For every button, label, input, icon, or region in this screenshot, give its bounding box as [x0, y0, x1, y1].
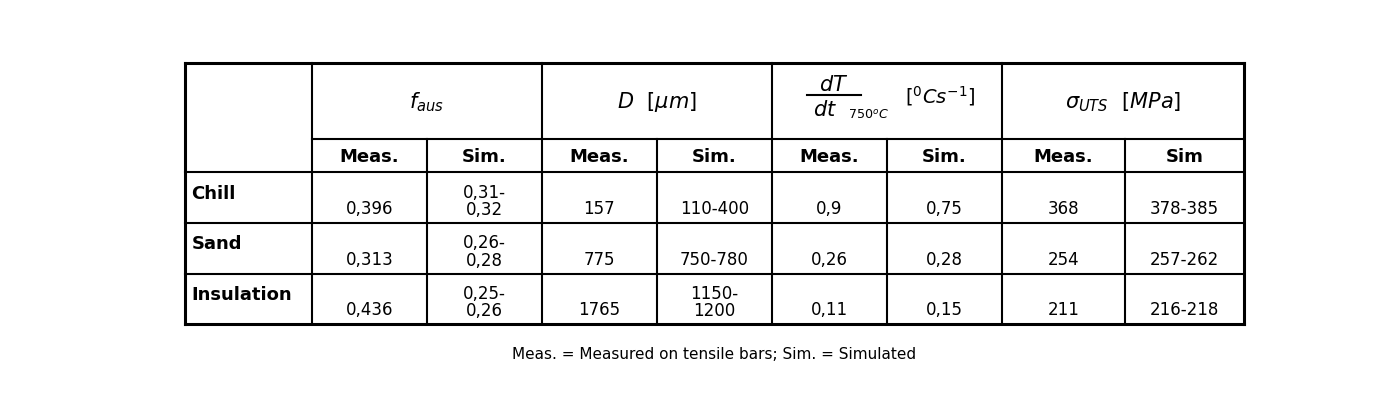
Text: $dt$: $dt$	[813, 100, 838, 120]
Text: $\sigma_{UTS}\ \ [MPa]$: $\sigma_{UTS}\ \ [MPa]$	[1065, 90, 1181, 114]
Text: 0,28: 0,28	[926, 250, 963, 268]
Text: 110-400: 110-400	[680, 199, 749, 217]
Text: $D\ \ [\mu m]$: $D\ \ [\mu m]$	[618, 90, 697, 114]
Text: 1200: 1200	[693, 301, 736, 320]
Text: 211: 211	[1048, 301, 1079, 318]
Text: 775: 775	[584, 250, 615, 268]
Text: 0,75: 0,75	[926, 199, 963, 217]
Text: 0,313: 0,313	[346, 250, 393, 268]
Text: Meas.: Meas.	[800, 147, 859, 165]
Text: $dT$: $dT$	[820, 74, 849, 94]
Text: 0,32: 0,32	[466, 200, 503, 218]
Text: 254: 254	[1048, 250, 1079, 268]
Text: Sim.: Sim.	[921, 147, 967, 165]
Text: 157: 157	[584, 199, 615, 217]
Text: 1150-: 1150-	[690, 284, 739, 302]
Text: 0,9: 0,9	[817, 199, 842, 217]
Text: 0,25-: 0,25-	[463, 284, 506, 302]
Text: Sand: Sand	[191, 235, 243, 253]
Text: 0,26: 0,26	[811, 250, 848, 268]
Text: $f_{aus}$: $f_{aus}$	[410, 90, 445, 114]
Text: 0,11: 0,11	[811, 301, 848, 318]
Text: 368: 368	[1048, 199, 1079, 217]
Text: Meas. = Measured on tensile bars; Sim. = Simulated: Meas. = Measured on tensile bars; Sim. =…	[513, 346, 916, 361]
Text: Sim.: Sim.	[461, 147, 507, 165]
Text: $_{750^oC}$: $_{750^oC}$	[848, 103, 889, 121]
Text: Meas.: Meas.	[340, 147, 399, 165]
Text: 0,26: 0,26	[466, 301, 503, 320]
Text: Meas.: Meas.	[1034, 147, 1093, 165]
Text: 0,15: 0,15	[926, 301, 963, 318]
Text: 0,26-: 0,26-	[463, 234, 506, 252]
Text: Meas.: Meas.	[570, 147, 629, 165]
Text: 750-780: 750-780	[680, 250, 749, 268]
Text: Sim.: Sim.	[691, 147, 737, 165]
Text: 257-262: 257-262	[1150, 250, 1220, 268]
Text: Insulation: Insulation	[191, 285, 293, 303]
Text: 378-385: 378-385	[1150, 199, 1220, 217]
Text: 0,31-: 0,31-	[463, 183, 506, 201]
Text: Sim: Sim	[1165, 147, 1203, 165]
Text: 0,396: 0,396	[346, 199, 393, 217]
Text: 1765: 1765	[579, 301, 620, 318]
Text: Chill: Chill	[191, 184, 236, 202]
Text: 0,436: 0,436	[346, 301, 393, 318]
Text: 0,28: 0,28	[466, 251, 503, 269]
Text: 216-218: 216-218	[1150, 301, 1220, 318]
Text: $\left[{^0}Cs^{-1}\right]$: $\left[{^0}Cs^{-1}\right]$	[905, 84, 974, 108]
